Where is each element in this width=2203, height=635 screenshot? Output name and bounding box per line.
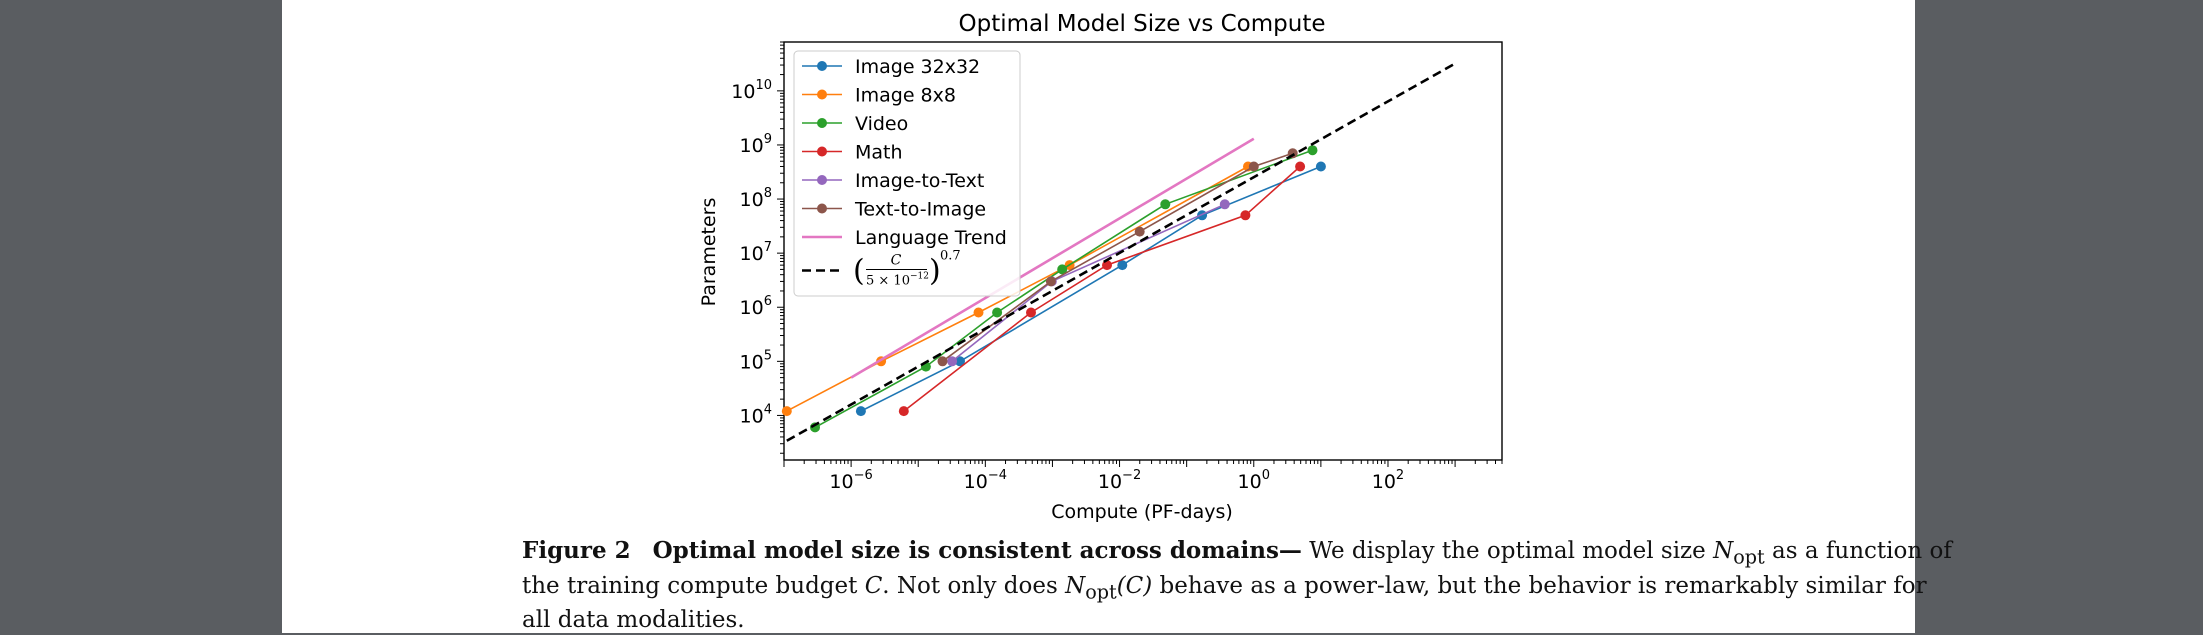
y-tick-label: 106 — [740, 294, 772, 319]
y-tick-label: 1010 — [731, 78, 772, 103]
y-tick-label: 104 — [740, 402, 772, 427]
caption-text-4: behave as a power-law, but the behavior … — [522, 572, 1927, 634]
data-point-video — [1057, 264, 1068, 275]
x-ticks: 10−6 10−4 10−2 100 102 — [783, 460, 1503, 493]
data-point-image-to-text — [947, 356, 958, 367]
data-point-image-8x8 — [781, 406, 792, 417]
caption-opt-sub-2: opt — [1085, 580, 1117, 604]
data-point-text-to-image — [1134, 226, 1145, 237]
legend-label-image-to-text: Image-to-Text — [855, 170, 984, 192]
x-tick-label: 10−2 — [1098, 468, 1141, 493]
data-point-text-to-image — [1248, 161, 1259, 172]
legend-marker-text-to-image — [817, 203, 827, 214]
data-point-image-8x8 — [973, 307, 984, 318]
data-point-video — [992, 307, 1003, 318]
series-line-fit — [786, 62, 1456, 442]
data-point-text-to-image — [937, 356, 948, 367]
x-tick-label: 100 — [1238, 468, 1270, 493]
chart-title: Optimal Model Size vs Compute — [959, 11, 1326, 37]
data-point-image-32x32 — [855, 406, 866, 417]
data-point-video — [1307, 145, 1318, 156]
data-point-image-32x32 — [1315, 161, 1326, 172]
legend-label-language-trend: Language Trend — [855, 227, 1007, 249]
data-point-video — [1160, 199, 1171, 210]
series-layer — [781, 62, 1456, 442]
caption-text-3: . Not only does — [882, 572, 1066, 599]
series-line-language-trend — [850, 137, 1255, 379]
caption-text-1: We display the optimal model size — [1301, 538, 1714, 564]
legend-marker-math — [817, 146, 827, 157]
y-tick-label: 107 — [740, 240, 772, 265]
caption-n-opt-2: N — [1065, 572, 1086, 599]
data-point-math — [1026, 307, 1036, 318]
x-tick-label: 10−4 — [964, 468, 1007, 493]
legend-label-image-32x32: Image 32x32 — [855, 56, 980, 78]
x-tick-label: 102 — [1372, 468, 1404, 493]
caption-label: Figure 2 — [522, 537, 631, 564]
document-page: Optimal Model Size vs Compute Compute (P… — [282, 0, 1952, 633]
figure-caption: Figure 2 Optimal model size is consisten… — [522, 536, 1962, 635]
legend-marker-image-8x8 — [817, 89, 827, 100]
legend: Image 32x32 Image 8x8 Video Math Image-to-Te… — [793, 50, 1021, 297]
chart: Optimal Model Size vs Compute Compute (P… — [698, 11, 1503, 523]
legend-fit-paren-left: ( — [853, 254, 865, 289]
caption-c-symbol: C — [864, 572, 883, 599]
y-ticks: 104 105 106 107 108 109 1010 — [731, 41, 784, 454]
data-point-text-to-image — [1045, 276, 1056, 287]
legend-label-video: Video — [855, 113, 908, 135]
x-axis-label: Compute (PF-days) — [1051, 501, 1233, 523]
data-point-math — [898, 406, 909, 417]
data-point-image-32x32 — [955, 356, 965, 367]
legend-label-math: Math — [855, 142, 903, 164]
data-point-math — [1295, 161, 1306, 172]
legend-marker-image-to-text — [817, 175, 827, 185]
data-point-image-to-text — [1219, 199, 1230, 210]
legend-label-image-8x8: Image 8x8 — [855, 85, 956, 107]
caption-opt-sub: opt — [1733, 545, 1765, 569]
legend-box — [793, 50, 1021, 297]
data-point-image-32x32 — [1117, 260, 1128, 271]
data-point-math — [1240, 210, 1251, 221]
legend-label-text-to-image: Text-to-Image — [854, 199, 986, 221]
legend-fit-numerator: C — [891, 253, 902, 269]
legend-marker-image-32x32 — [817, 61, 827, 71]
y-tick-label: 108 — [740, 186, 772, 211]
y-axis-label: Parameters — [698, 198, 720, 307]
caption-title: Optimal model size is consistent across … — [652, 537, 1302, 564]
legend-fit-paren-right: ) — [929, 254, 941, 289]
data-point-math — [1102, 260, 1112, 271]
x-tick-label: 10−6 — [829, 468, 872, 493]
y-tick-label: 109 — [740, 132, 772, 157]
series-line-video — [814, 149, 1313, 429]
caption-n-opt: N — [1713, 538, 1734, 564]
caption-n-opt-c: (C) — [1116, 572, 1153, 599]
legend-marker-video — [817, 118, 827, 128]
y-tick-label: 105 — [740, 348, 772, 373]
caption-text-2: as a function of the training compute bu… — [522, 538, 1952, 599]
legend-fit-power: 0.7 — [940, 249, 961, 264]
